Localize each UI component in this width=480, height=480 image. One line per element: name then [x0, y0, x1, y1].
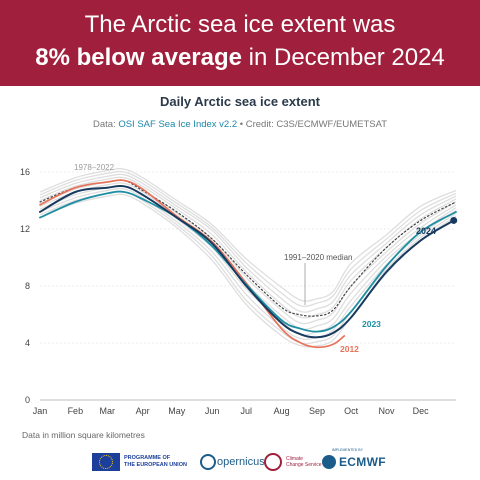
c3s-label-1: Climate [286, 456, 303, 462]
series-label: 2024 [416, 226, 436, 236]
x-tick-label: Feb [68, 406, 84, 416]
series-line-2012 [39, 179, 346, 349]
ecmwf-logo: IMPLEMENTED BY ECMWF [322, 448, 386, 472]
x-tick-label: Sep [309, 406, 325, 416]
c3s-mark-icon [264, 453, 282, 471]
footer-logos: PROGRAMME OF THE EUROPEAN UNION opernicus… [0, 448, 480, 474]
x-tick-label: Oct [344, 406, 359, 416]
ecmwf-label: ECMWF [339, 455, 386, 469]
chart-subtitle: Data: OSI SAF Sea Ice Index v2.2 • Credi… [0, 119, 480, 130]
historical-line [39, 187, 457, 341]
copernicus-logo: opernicus [200, 452, 265, 472]
x-tick-label: May [168, 406, 186, 416]
series-line-2024 [39, 184, 455, 339]
x-tick-label: Jan [33, 406, 48, 416]
sea-ice-chart: 0 4 8 12 16 Jan Feb Mar Apr May Jun Jul Aug Sep Oct Nov… [20, 163, 458, 416]
historical-line [39, 190, 457, 345]
headline-banner: The Arctic sea ice extent was 8% below a… [0, 0, 480, 86]
ecmwf-mark-icon [322, 455, 336, 469]
historical-line [39, 170, 457, 308]
x-tick-label: Dec [413, 406, 430, 416]
data-prefix: Data: [92, 119, 119, 130]
x-tick-label: Nov [378, 406, 395, 416]
x-tick-label: Jun [205, 406, 220, 416]
y-tick-label: 16 [20, 167, 30, 177]
eu-flag-icon [92, 453, 120, 471]
x-tick-label: Jul [241, 406, 253, 416]
x-tick-label: Aug [274, 406, 290, 416]
copernicus-label: opernicus [217, 456, 265, 468]
y-tick-label: 8 [25, 281, 30, 291]
y-tick-label: 12 [20, 224, 30, 234]
copernicus-mark-icon [200, 454, 216, 470]
ecmwf-implemented-label: IMPLEMENTED BY [332, 448, 363, 452]
series-2024-endpoint [450, 216, 458, 224]
x-tick-label: Mar [99, 406, 115, 416]
eu-logo: PROGRAMME OF THE EUROPEAN UNION [92, 452, 187, 472]
units-note: Data in million square kilometres [22, 430, 145, 440]
historical-line [39, 176, 457, 319]
historical-line [39, 182, 457, 330]
series-layer [39, 179, 458, 349]
envelope-label: 1978–2022 [74, 163, 115, 172]
y-tick-label: 4 [25, 338, 30, 348]
eu-label-2: THE EUROPEAN UNION [124, 462, 187, 468]
historical-line [39, 173, 457, 313]
historical-line [39, 193, 457, 348]
c3s-label-2: Change Service [286, 462, 322, 468]
series-label: 2012 [340, 344, 359, 354]
data-source-link[interactable]: OSI SAF Sea Ice Index v2.2 [118, 119, 238, 130]
series-label: 1991–2020 median [284, 253, 353, 262]
series-label: 2023 [362, 319, 381, 329]
label-layer: 1978–2022 1991–2020 median 2024 2023 2012 [74, 163, 436, 354]
y-tick-label: 0 [25, 395, 30, 405]
series-line-2023 [39, 190, 457, 333]
x-tick-label: Apr [136, 406, 150, 416]
grid-layer: 0 4 8 12 16 Jan Feb Mar Apr May Jun Jul Aug Sep Oct Nov… [20, 167, 456, 416]
headline-line-1: The Arctic sea ice extent was [84, 11, 396, 38]
headline-highlight: 8% below average [35, 44, 242, 71]
eu-label-1: PROGRAMME OF [124, 455, 171, 461]
headline-rest: in December 2024 [241, 44, 445, 71]
historical-line [39, 168, 457, 302]
chart-title: Daily Arctic sea ice extent [160, 94, 320, 109]
credit-text: • Credit: C3S/ECMWF/EUMETSAT [237, 119, 388, 130]
c3s-logo: Climate Change Service [264, 452, 322, 472]
headline-line-2: 8% below average in December 2024 [0, 43, 480, 73]
